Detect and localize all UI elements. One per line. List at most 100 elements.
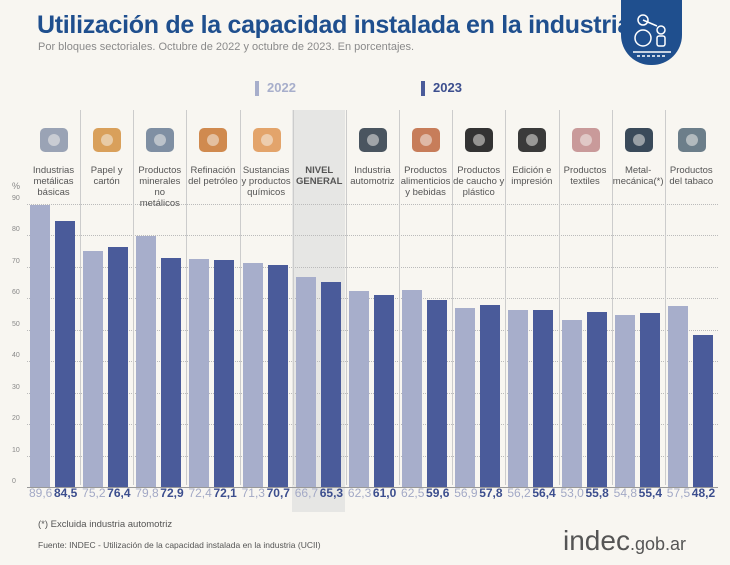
gridline (27, 235, 718, 237)
y-tick-label: 0 (12, 478, 16, 485)
y-tick-label: 20 (12, 415, 20, 423)
bar-2023 (533, 309, 554, 487)
paper-roll-icon (512, 118, 552, 163)
category-label: Industria automotriz (350, 165, 395, 187)
steel-furnace-icon (34, 118, 74, 163)
x-axis-line (27, 487, 718, 488)
industry-badge (621, 0, 682, 65)
bar-2022 (561, 320, 582, 487)
column-separator (452, 110, 454, 485)
oil-refinery-icon (193, 118, 233, 163)
category-label: Productos del tabaco (669, 165, 714, 187)
category-label: Productos minerales no metálicos (138, 165, 182, 209)
value-label-2022: 75,2 (82, 486, 106, 500)
indec-logo[interactable]: indec.gob.ar (563, 525, 686, 557)
value-label-2023: 55,8 (585, 486, 609, 500)
bar-2023 (639, 312, 660, 487)
cement-mixer-icon (140, 118, 180, 163)
gridline (27, 329, 718, 331)
textile-icon (566, 118, 606, 163)
value-label-2023: 56,4 (532, 486, 556, 500)
column-separator (611, 110, 613, 485)
value-label-2023: 72,9 (160, 486, 184, 500)
gridline (27, 266, 718, 268)
column-separator (345, 110, 347, 485)
bottle-bread-icon (406, 118, 446, 163)
column-separator (558, 110, 560, 485)
value-label-2022: 56,2 (507, 486, 531, 500)
bar-2023 (373, 295, 394, 487)
category-label: Papel y cartón (90, 165, 123, 187)
category-label: NIVEL GENERAL (296, 165, 343, 187)
value-label-2023: 70,7 (266, 486, 290, 500)
y-tick-label: 70 (12, 257, 20, 265)
gridline (27, 392, 718, 394)
bar-2023 (214, 260, 235, 487)
column-separator (239, 110, 241, 485)
category-label: Industrias metálicas básicas (32, 165, 75, 198)
value-label-2022: 72,4 (188, 486, 212, 500)
bar-2022 (667, 306, 688, 487)
legend-label: 2022 (267, 80, 296, 95)
bar-2023 (267, 264, 288, 487)
logo-main: indec (563, 525, 630, 556)
y-tick-label: 90 (12, 195, 20, 202)
logo-suffix: .gob.ar (629, 534, 686, 554)
value-label-2022: 62,3 (347, 486, 372, 500)
bar-2022 (136, 236, 157, 487)
column-separator (399, 110, 401, 485)
column-separator (664, 110, 666, 485)
legend-swatch (421, 81, 425, 97)
gridline (27, 424, 718, 426)
paper-box-icon (87, 118, 127, 163)
gridline (27, 298, 718, 300)
value-label-2022: 57,5 (666, 486, 691, 500)
value-label-2023: 65,3 (319, 486, 344, 500)
value-label-2022: 56,9 (454, 486, 478, 500)
bar-2022 (242, 262, 263, 487)
car-icon (353, 118, 393, 163)
value-label-2023: 59,6 (426, 486, 450, 500)
value-label-2023: 84,5 (54, 486, 78, 500)
y-tick-label: 40 (12, 352, 20, 360)
bar-2022 (83, 250, 104, 487)
subtitle: Por bloques sectoriales. Octubre de 2022… (38, 41, 415, 53)
bar-2022 (189, 259, 210, 487)
bar-2023 (161, 257, 182, 487)
category-label: Refinación del petróleo (188, 165, 238, 187)
category-label: Metal-mecánica(*) (612, 165, 664, 187)
bar-2023 (320, 281, 341, 487)
category-label: Productos de caucho y plástico (453, 165, 505, 198)
value-label-2022: 79,8 (135, 486, 159, 500)
value-label-2023: 57,8 (479, 486, 503, 500)
source: Fuente: INDEC - Utilización de la capaci… (38, 540, 321, 550)
value-label-2023: 76,4 (107, 486, 131, 500)
value-label-2023: 48,2 (691, 486, 716, 500)
bar-2022 (614, 314, 635, 487)
bar-2023 (55, 221, 75, 487)
gridline (27, 455, 718, 457)
column-separator (186, 110, 188, 485)
bar-2023 (108, 246, 129, 487)
bar-2023 (586, 311, 607, 487)
pipe-icon (672, 118, 712, 163)
value-label-2022: 71,3 (241, 486, 265, 500)
y-tick-label: 10 (12, 446, 20, 454)
footnote: (*) Excluida industria automotriz (38, 519, 173, 530)
y-tick-label: 30 (12, 383, 20, 391)
bar-2022 (295, 277, 316, 487)
bar-2023 (480, 305, 501, 487)
value-label-2022: 62,5 (401, 486, 425, 500)
chemical-flask-icon (247, 118, 287, 163)
bar-2022 (455, 308, 476, 487)
bar-2022 (348, 291, 369, 487)
value-label-2022: 89,6 (29, 486, 53, 500)
value-label-2022: 66,7 (294, 486, 319, 500)
bar-2022 (30, 205, 50, 487)
value-label-2023: 72,1 (213, 486, 237, 500)
legend-label: 2023 (433, 80, 462, 95)
column-separator (133, 110, 135, 485)
gridline (27, 361, 718, 363)
category-label: Sustancias y productos químicos (241, 165, 291, 198)
